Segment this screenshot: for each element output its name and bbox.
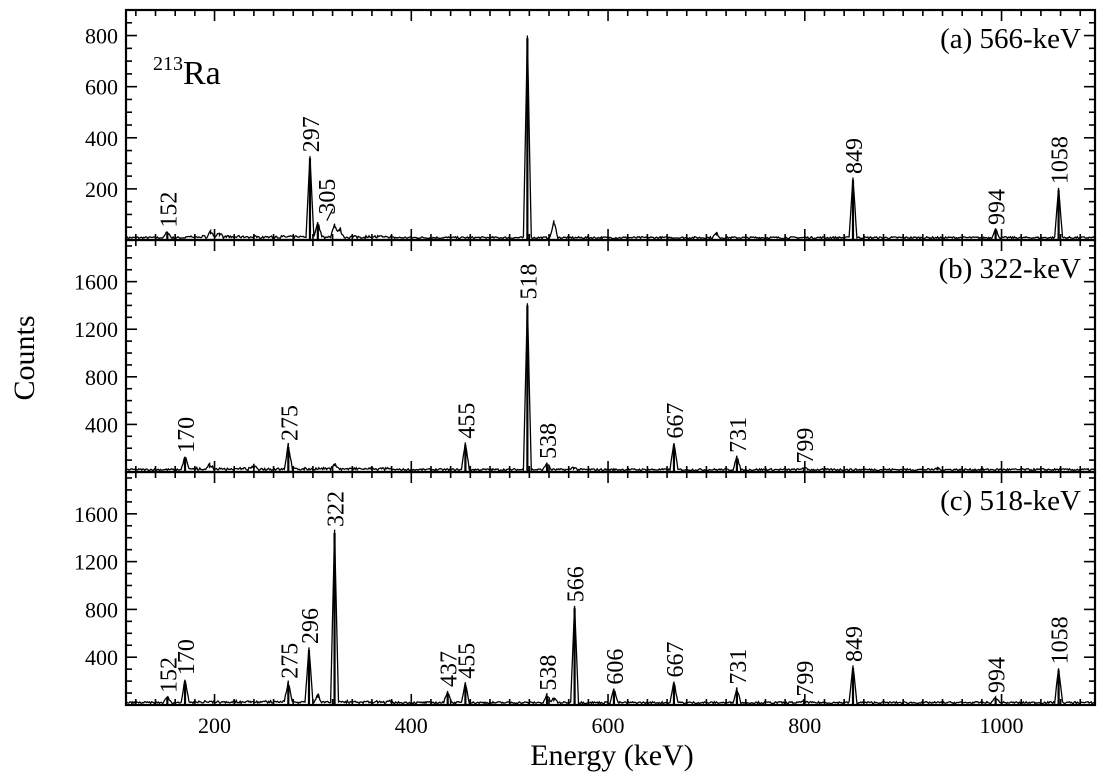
peak-label-b-667: 667: [663, 403, 689, 439]
panel-b: 170 275 455 518 538 667 731 799 400 800 1200 1600 (b…: [74, 238, 1097, 474]
y-tick-label-b-400: 400: [85, 412, 118, 437]
x-tick-label-400: 400: [395, 713, 428, 738]
panel-title-b: (b) 322-keV: [938, 253, 1081, 285]
y-tick-label-a-200: 200: [85, 177, 118, 202]
panel-title-c: (c) 518-keV: [940, 485, 1081, 517]
y-tick-label-c-1200: 1200: [74, 550, 118, 575]
x-axis-title: Energy (keV): [530, 739, 694, 772]
peak-label-c-322: 322: [324, 491, 350, 527]
y-tick-label-c-1600: 1600: [74, 502, 118, 527]
peak-label-c-849: 849: [842, 626, 868, 662]
spectrum-line-a: [125, 35, 1096, 240]
peak-label-b-799: 799: [793, 428, 819, 464]
peak-label-c-296: 296: [298, 608, 324, 644]
peak-label-b-538: 538: [536, 423, 562, 459]
peak-label-a-849: 849: [842, 138, 868, 174]
peak-label-c-437: 437: [437, 651, 463, 687]
peak-label-a-152: 152: [156, 192, 182, 228]
peak-label-c-152: 152: [156, 657, 182, 693]
peak-label-c-606: 606: [603, 649, 629, 685]
panel-a: 1522973055188499941058200400600800(a) 56…: [85, 8, 1097, 242]
peak-label-a-305: 305: [315, 179, 341, 215]
peak-label-b-455: 455: [454, 403, 480, 439]
peak-label-c-731: 731: [726, 649, 752, 685]
peak-label-c-538: 538: [536, 655, 562, 691]
y-tick-label-a-800: 800: [85, 24, 118, 49]
isotope-symbol: Ra: [183, 55, 221, 92]
y-tick-label-c-400: 400: [85, 645, 118, 670]
peak-label-c-1058: 1058: [1048, 616, 1074, 664]
peak-label-c-799: 799: [793, 661, 819, 697]
x-tick-label-200: 200: [198, 713, 231, 738]
peak-label-a-1058: 1058: [1048, 136, 1074, 184]
peak-leader-a-305: [326, 208, 334, 221]
y-axis-title: Counts: [8, 315, 41, 400]
y-tick-label-a-600: 600: [85, 75, 118, 100]
peak-label-c-667: 667: [663, 641, 689, 677]
peak-label-b-518: 518: [516, 263, 542, 299]
peak-label-c-275: 275: [277, 643, 303, 679]
x-tick-label-800: 800: [788, 713, 821, 738]
peak-label-b-170: 170: [174, 417, 200, 453]
y-tick-label-a-400: 400: [85, 126, 118, 151]
peak-label-c-455: 455: [454, 643, 480, 679]
panel-title-a: (a) 566-keV: [940, 23, 1081, 55]
peak-label-b-275: 275: [277, 405, 303, 441]
spectrum-line-b: [125, 303, 1096, 473]
x-tick-label-1000: 1000: [980, 713, 1024, 738]
isotope-label: 213Ra: [153, 53, 221, 92]
isotope-mass-number: 213: [153, 53, 183, 75]
y-tick-label-c-800: 800: [85, 597, 118, 622]
peak-label-b-731: 731: [726, 417, 752, 453]
y-tick-label-b-800: 800: [85, 365, 118, 390]
y-tick-label-b-1200: 1200: [74, 317, 118, 342]
x-tick-label-600: 600: [592, 713, 625, 738]
peak-label-c-566: 566: [564, 566, 590, 602]
peak-label-a-297: 297: [299, 116, 325, 152]
peak-label-c-994: 994: [985, 657, 1011, 693]
y-tick-label-b-1600: 1600: [74, 270, 118, 295]
peak-label-c-170: 170: [174, 639, 200, 675]
panels-layer: 152 297 305 518 849 994 1058 200 400 600 800 (a) 56…: [74, 8, 1097, 738]
peak-label-a-994: 994: [985, 189, 1011, 225]
panel-frame-c: [124, 470, 1097, 707]
